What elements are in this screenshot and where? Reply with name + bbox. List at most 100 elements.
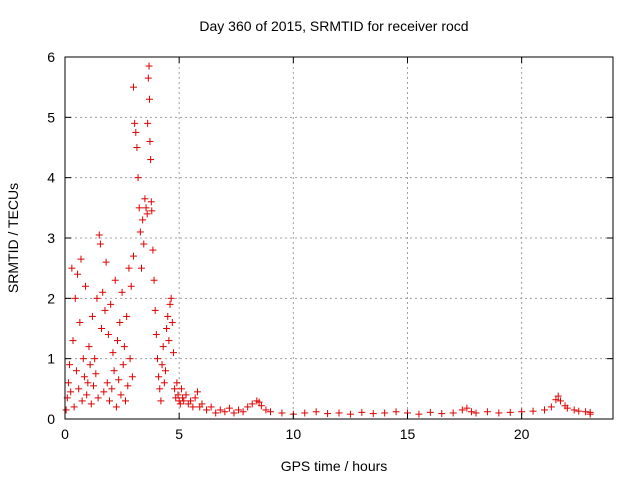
data-point: [235, 406, 243, 414]
data-point: [554, 392, 562, 400]
data-point: [108, 385, 116, 393]
data-point: [547, 403, 555, 411]
points-layer: [62, 62, 594, 418]
y-tick-label: 0: [47, 411, 55, 427]
x-axis-label: GPS time / hours: [281, 458, 388, 474]
data-point: [156, 385, 164, 393]
data-point: [102, 258, 110, 266]
data-point: [77, 255, 85, 263]
data-point: [163, 325, 171, 332]
data-point: [70, 403, 78, 411]
data-point: [161, 367, 169, 375]
y-tick-label: 2: [47, 290, 55, 306]
data-point: [563, 404, 571, 412]
data-point: [71, 294, 79, 302]
data-point: [98, 325, 106, 332]
data-point: [225, 404, 233, 412]
data-point: [216, 406, 224, 414]
data-point: [80, 373, 88, 381]
data-point: [79, 355, 87, 363]
data-point: [483, 408, 491, 416]
data-point: [141, 195, 149, 203]
data-point: [149, 246, 157, 254]
data-point: [467, 408, 475, 416]
data-point: [262, 406, 270, 414]
data-point: [174, 391, 182, 399]
data-point: [556, 397, 564, 405]
data-point: [94, 394, 102, 402]
data-point: [150, 276, 158, 284]
data-point: [152, 331, 160, 339]
data-point: [139, 216, 147, 224]
data-point: [68, 264, 76, 272]
y-tick-label: 3: [47, 230, 55, 246]
data-point: [85, 343, 93, 351]
data-point: [159, 343, 167, 351]
axis-ticks: [64, 56, 613, 420]
data-point: [426, 408, 434, 416]
data-point: [193, 388, 201, 396]
data-point: [132, 128, 140, 136]
data-point: [67, 388, 75, 396]
data-point: [582, 408, 590, 416]
data-point: [165, 337, 173, 345]
data-point: [116, 318, 124, 326]
data-point: [472, 409, 480, 417]
data-point: [541, 406, 548, 414]
data-point: [83, 391, 91, 399]
data-point: [458, 406, 466, 414]
data-point: [140, 240, 148, 248]
data-point: [120, 343, 128, 351]
data-point: [164, 312, 172, 320]
data-point: [128, 373, 136, 381]
data-point: [155, 373, 163, 381]
data-point: [110, 367, 118, 375]
data-point: [144, 119, 152, 127]
data-point: [221, 408, 229, 416]
data-point: [133, 144, 141, 151]
data-point: [166, 300, 174, 308]
data-point: [168, 318, 176, 326]
data-point: [101, 306, 109, 314]
x-tick-label: 20: [514, 426, 530, 442]
data-point: [82, 282, 90, 290]
data-point: [369, 410, 377, 418]
data-point: [123, 312, 131, 320]
data-point: [198, 400, 206, 408]
data-point: [495, 409, 503, 417]
data-point: [575, 407, 583, 415]
data-point: [187, 397, 195, 405]
data-point: [104, 331, 112, 339]
data-point: [207, 403, 215, 411]
data-point: [124, 382, 132, 390]
x-tick-labels: 0 5 10 15 20: [61, 426, 530, 442]
data-point: [335, 409, 343, 417]
data-point: [146, 137, 154, 145]
data-point: [212, 409, 220, 417]
data-point: [117, 391, 125, 399]
chart-title: Day 360 of 2015, SRMTID for receiver roc…: [199, 18, 468, 34]
data-point: [151, 306, 159, 314]
data-point: [180, 397, 188, 405]
y-tick-label: 5: [47, 109, 55, 125]
data-point: [93, 294, 101, 302]
data-point: [346, 410, 354, 418]
x-tick-label: 10: [286, 426, 302, 442]
data-point: [191, 394, 199, 402]
data-point: [86, 361, 94, 369]
data-point: [96, 240, 104, 248]
data-point: [177, 385, 185, 393]
data-point: [179, 394, 187, 402]
data-point: [169, 349, 177, 357]
data-point: [278, 409, 286, 417]
data-point: [127, 282, 135, 290]
data-point: [203, 406, 211, 414]
data-point: [463, 404, 471, 412]
y-axis-label: SRMTID / TECUs: [5, 183, 21, 293]
data-point: [506, 408, 514, 416]
y-tick-label: 1: [47, 351, 55, 367]
data-point: [144, 74, 152, 82]
data-point: [72, 367, 80, 375]
data-point: [126, 355, 134, 363]
